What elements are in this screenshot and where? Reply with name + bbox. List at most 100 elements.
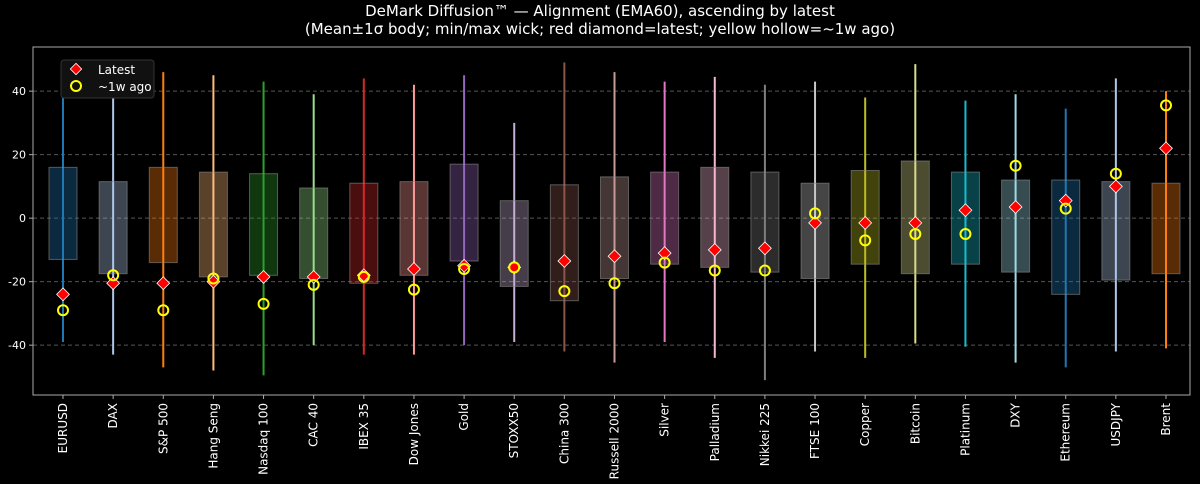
- y-tick-label: -40: [8, 339, 26, 352]
- prior-marker: [809, 207, 822, 220]
- prior-marker: [207, 272, 220, 285]
- box-body: [1051, 179, 1081, 295]
- prior-marker: [107, 269, 120, 282]
- x-tick-label: DXY: [1009, 402, 1023, 427]
- x-tick-label: DAX: [106, 403, 120, 428]
- latest-marker: [156, 276, 171, 291]
- prior-marker: [708, 264, 721, 277]
- box-body: [399, 181, 429, 276]
- prior-marker: [1109, 167, 1122, 180]
- box-body: [900, 160, 930, 275]
- boxes: [48, 62, 1181, 381]
- x-tick-label: CAC 40: [307, 403, 321, 447]
- prior-marker: [407, 283, 420, 296]
- y-tick-label: -20: [8, 276, 26, 289]
- prior-marker: [508, 261, 521, 274]
- latest-marker: [1108, 179, 1123, 194]
- box-body: [148, 166, 178, 264]
- prior-marker: [859, 234, 872, 247]
- latest-marker: [407, 262, 421, 276]
- prior-marker: [307, 278, 320, 291]
- prior-marker: [257, 297, 270, 310]
- x-tick-label: Dow Jones: [407, 403, 421, 465]
- x-tick-label: IBEX 35: [357, 403, 371, 450]
- box-body: [1001, 179, 1031, 273]
- latest-marker: [908, 215, 923, 230]
- x-tick-label: EURUSD: [56, 403, 70, 453]
- prior-marker: [1009, 159, 1022, 172]
- latest-marker: [757, 241, 772, 256]
- box-body: [198, 171, 228, 278]
- x-tick-label: Gold: [457, 403, 471, 431]
- latest-marker: [607, 249, 622, 264]
- prior-marker: [458, 262, 471, 275]
- chart-subtitle: (Mean±1σ body; min/max wick; red diamond…: [305, 20, 895, 38]
- box-body: [800, 182, 830, 279]
- legend-prior-icon: [70, 80, 82, 92]
- box-body: [449, 163, 479, 262]
- prior-marker: [909, 228, 922, 241]
- y-tick-label: 0: [19, 212, 26, 225]
- prior-marker: [758, 264, 771, 277]
- latest-marker: [707, 242, 722, 257]
- prior-marker: [658, 256, 671, 269]
- legend-latest-label: Latest: [98, 63, 135, 77]
- box-body: [299, 187, 329, 279]
- box-body: [950, 171, 980, 265]
- x-tick-label: Silver: [658, 403, 672, 437]
- y-axis: -40 -20 0 20 40: [8, 85, 33, 352]
- box-body: [549, 184, 579, 302]
- legend-latest-icon: [69, 62, 83, 76]
- y-tick-label: 40: [12, 85, 26, 98]
- x-tick-label: Copper: [858, 403, 872, 446]
- latest-marker: [657, 246, 672, 260]
- x-tick-label: Nasdaq 100: [257, 403, 271, 475]
- x-tick-label: USDJPY: [1109, 402, 1123, 446]
- x-tick-label: FTSE 100: [808, 403, 822, 459]
- legend: Latest ~1w ago: [60, 59, 155, 99]
- prior-marker: [1059, 202, 1072, 215]
- x-axis: EURUSD DAX S&P 500 Hang Seng Nasdaq 100 CAC 4…: [56, 395, 1173, 479]
- x-tick-label: China 300: [557, 403, 571, 464]
- legend-prior-label: ~1w ago: [98, 80, 152, 94]
- x-tick-label: STOXX50: [507, 403, 521, 458]
- gridlines: [33, 90, 1190, 346]
- x-tick-label: Platinum: [958, 403, 972, 456]
- prior-marker: [1160, 99, 1172, 112]
- x-tick-label: Nikkei 225: [758, 403, 772, 466]
- latest-marker: [56, 287, 70, 302]
- x-tick-label: Hang Seng: [206, 403, 220, 469]
- box-body: [1151, 182, 1181, 275]
- plot-frame: [32, 46, 1191, 396]
- latest-marker: [808, 215, 822, 230]
- x-tick-label: Palladium: [708, 403, 722, 461]
- prior-marker: [357, 270, 370, 283]
- latest-marker: [557, 254, 572, 268]
- chart-title: DeMark Diffusion™ — Alignment (EMA60), a…: [365, 2, 835, 20]
- prior-marker: [157, 304, 170, 317]
- x-tick-label: Russell 2000: [608, 403, 622, 479]
- x-tick-label: Brent: [1159, 403, 1173, 436]
- latest-marker: [1159, 141, 1173, 156]
- latest-marker: [457, 258, 472, 273]
- box-body: [1101, 181, 1131, 281]
- box-body: [349, 182, 379, 284]
- prior-marker: [558, 285, 571, 298]
- x-tick-label: S&P 500: [156, 403, 170, 454]
- box-body: [750, 171, 780, 273]
- prior-marker: [57, 304, 69, 317]
- box-body: [98, 181, 128, 275]
- box-body: [48, 166, 78, 260]
- box-body: [249, 173, 279, 276]
- latest-marker: [1008, 200, 1023, 214]
- latest-marker: [958, 203, 973, 218]
- latest-marker: [858, 215, 873, 230]
- x-tick-label: Bitcoin: [908, 403, 922, 444]
- x-tick-label: Ethereum: [1059, 403, 1073, 462]
- box-body: [600, 176, 629, 279]
- latest-marker: [256, 269, 271, 284]
- latest-marker: [206, 274, 221, 289]
- y-tick-label: 20: [12, 149, 26, 162]
- prior-marker: [959, 228, 972, 241]
